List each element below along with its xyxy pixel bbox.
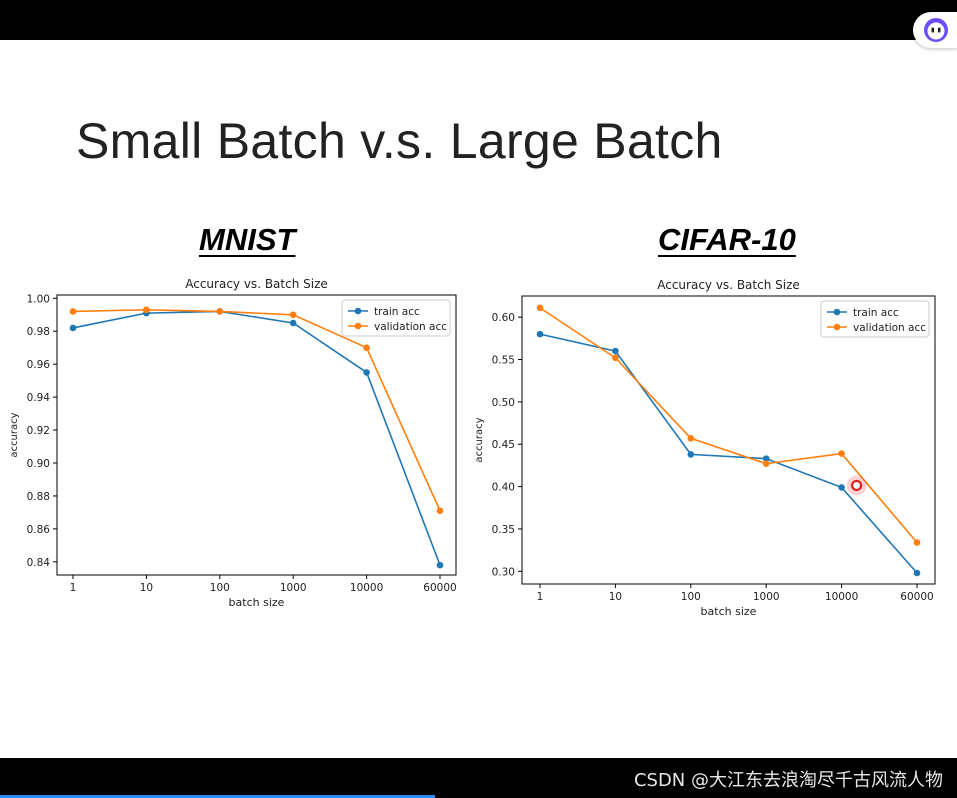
cifar10-y-tick-label: 0.35	[492, 524, 515, 536]
cifar10-chart-svg: Accuracy vs. Batch Size batch size accurac…	[474, 278, 936, 618]
mnist-x-tick-label: 1	[70, 582, 77, 594]
bottom-bar	[0, 758, 957, 798]
mnist-y-tick-label: 0.94	[27, 392, 51, 404]
mnist-validation-acc-point	[69, 308, 77, 315]
mnist-legend-box	[341, 299, 451, 337]
mnist-x-tick-label: 60000	[423, 582, 456, 594]
mnist-legend-marker	[354, 307, 362, 315]
cifar10-x-tick-label: 60000	[900, 591, 933, 603]
cifar10-validation-acc-point	[838, 450, 845, 457]
assistant-badge[interactable]	[913, 12, 957, 48]
cifar10-chart: Accuracy vs. Batch Size batch size accurac…	[470, 270, 950, 619]
cifar10-legend-marker	[833, 323, 841, 331]
cifar10-x-axis-label: batch size	[701, 605, 757, 615]
cifar10-y-axis-label: accuracy	[474, 417, 485, 462]
watermark: CSDN @大江东去浪淘尽千古风流人物	[633, 770, 943, 791]
cifar10-y-tick-label: 0.60	[492, 312, 515, 324]
cifar10-y-tick-label: 0.40	[492, 482, 515, 494]
mnist-chart: Accuracy vs. Batch Size batch size accurac…	[0, 270, 470, 619]
cifar10-legend-box	[820, 300, 930, 338]
cifar10-x-tick-label: 10	[609, 591, 622, 603]
mnist-y-tick-label: 1.00	[27, 293, 50, 305]
mnist-validation-acc-line	[72, 309, 441, 512]
mnist-x-axis-label: batch size	[229, 596, 285, 609]
cifar10-train-acc-point	[762, 455, 770, 462]
mnist-x-tick-label: 10	[140, 582, 153, 594]
mnist-validation-acc-point	[436, 507, 444, 515]
cifar10-title: CIFAR-10	[658, 222, 796, 257]
cifar10-train-acc-point	[536, 330, 544, 338]
cifar10-cursor-marker	[851, 479, 863, 492]
cifar10-train-acc-point	[612, 347, 619, 355]
mnist-plot-frame	[56, 294, 457, 576]
cifar10-validation-acc-point	[913, 539, 921, 546]
cifar10-x-tick-label: 10000	[825, 591, 858, 603]
mnist-validation-acc-point	[143, 306, 150, 314]
cifar10-validation-acc-point	[612, 354, 619, 362]
mnist-train-acc-point	[289, 319, 297, 327]
cifar10-y-tick-label: 0.45	[492, 439, 515, 451]
mnist-train-acc-point	[69, 324, 77, 332]
mnist-legend-label: validation acc	[374, 321, 447, 333]
mnist-chart-svg: Accuracy vs. Batch Size batch size accurac…	[9, 277, 457, 609]
cifar10-x-tick-label: 100	[681, 591, 701, 603]
mnist-validation-acc-point	[363, 344, 370, 352]
cifar10-legend-label: train acc	[853, 307, 899, 319]
cifar10-train-acc-point	[687, 451, 695, 458]
mnist-y-tick-label: 0.86	[27, 524, 51, 536]
mnist-train-acc-point	[363, 369, 370, 376]
cifar10-validation-acc-point	[687, 435, 695, 442]
cifar10-chart-title: Accuracy vs. Batch Size	[657, 278, 800, 292]
cifar10-legend-label: validation acc	[853, 322, 926, 334]
mnist-y-tick-label: 0.92	[27, 425, 50, 437]
cifar10-x-tick-label: 1	[537, 591, 544, 603]
mnist-validation-acc-point	[216, 308, 224, 315]
mnist-x-tick-label: 10000	[350, 582, 383, 594]
cifar10-train-acc-point	[838, 484, 845, 491]
mnist-y-tick-label: 0.98	[27, 326, 50, 338]
top-bar	[0, 0, 957, 40]
mnist-validation-acc-point	[289, 311, 297, 319]
cifar10-validation-acc-line	[539, 307, 918, 544]
mnist-y-axis-label: accuracy	[9, 412, 20, 457]
mnist-legend-label: train acc	[374, 306, 420, 318]
cifar10-y-tick-label: 0.30	[492, 566, 515, 578]
cifar10-x-tick-label: 1000	[753, 591, 780, 603]
cifar10-plot-frame	[521, 295, 936, 585]
mnist-y-tick-label: 0.84	[27, 557, 51, 569]
mnist-title: MNIST	[199, 222, 296, 257]
mnist-train-acc-point	[436, 561, 444, 569]
cifar10-y-tick-label: 0.50	[492, 397, 515, 409]
cifar10-validation-acc-point	[536, 304, 544, 312]
assistant-icon	[924, 18, 948, 42]
mnist-x-tick-label: 1000	[280, 582, 307, 594]
cifar10-validation-acc-point	[762, 460, 770, 468]
mnist-x-tick-label: 100	[210, 582, 230, 594]
cifar10-legend-marker	[833, 308, 841, 316]
mnist-y-tick-label: 0.96	[27, 359, 51, 371]
mnist-chart-title: Accuracy vs. Batch Size	[185, 277, 328, 291]
cifar10-y-tick-label: 0.55	[492, 355, 515, 367]
slide-title: Small Batch v.s. Large Batch	[76, 113, 723, 169]
cifar10-train-acc-point	[913, 569, 921, 577]
mnist-y-tick-label: 0.90	[27, 458, 50, 470]
mnist-legend-marker	[354, 322, 362, 330]
cifar10-train-acc-line	[539, 333, 918, 574]
mnist-train-acc-line	[72, 310, 441, 566]
mnist-y-tick-label: 0.88	[27, 491, 50, 503]
video-progress-bar[interactable]	[0, 795, 435, 798]
